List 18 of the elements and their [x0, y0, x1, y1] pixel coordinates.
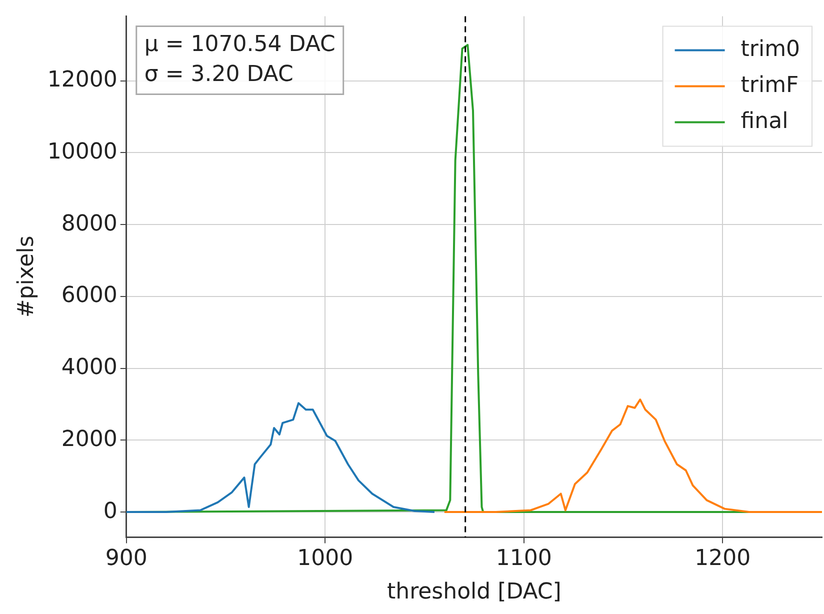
x-axis-title: threshold [DAC] [387, 580, 562, 605]
x-tick-label: 1100 [496, 546, 552, 572]
x-tick-label: 900 [105, 546, 148, 572]
y-tick-label: 0 [103, 498, 118, 524]
y-axis-title: #pixels [14, 236, 39, 318]
y-tick-label: 4000 [61, 355, 118, 380]
annotation: μ = 1070.54 DAC [144, 32, 336, 57]
y-tick-label: 2000 [61, 426, 118, 452]
y-tick-label: 12000 [47, 68, 118, 93]
legend-label: final [740, 108, 788, 134]
y-tick-label: 6000 [61, 283, 118, 308]
x-tick-label: 1200 [694, 546, 751, 572]
legend-label: trim0 [740, 36, 800, 62]
annotation: σ = 3.20 DAC [144, 62, 294, 87]
x-tick-label: 1000 [297, 546, 354, 572]
legend-label: trimF [740, 72, 799, 98]
y-tick-label: 10000 [47, 139, 118, 164]
y-tick-label: 8000 [61, 211, 118, 236]
